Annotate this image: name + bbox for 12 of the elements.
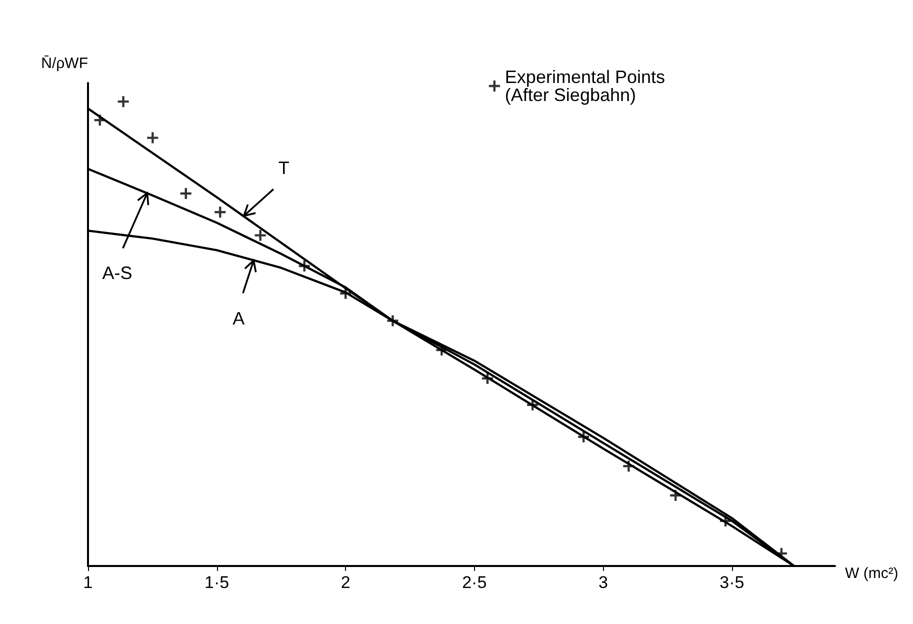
x-axis-title: W (mc²) xyxy=(845,565,898,582)
legend-label: Experimental Points (After Siegbahn) xyxy=(504,67,670,105)
x-tick-label: 1 xyxy=(83,573,93,592)
x-tick-label: 3 xyxy=(598,573,608,592)
y-axis-title: N̄/ρWF xyxy=(41,55,88,72)
annotation: A xyxy=(232,308,245,328)
x-tick-label: 3·5 xyxy=(720,573,744,592)
annotation: T xyxy=(278,158,290,178)
x-tick-label: 2·5 xyxy=(462,573,487,592)
x-tick-label: 2 xyxy=(340,573,350,592)
annotation: A-S xyxy=(102,263,132,284)
x-tick-label: 1·5 xyxy=(204,573,230,592)
